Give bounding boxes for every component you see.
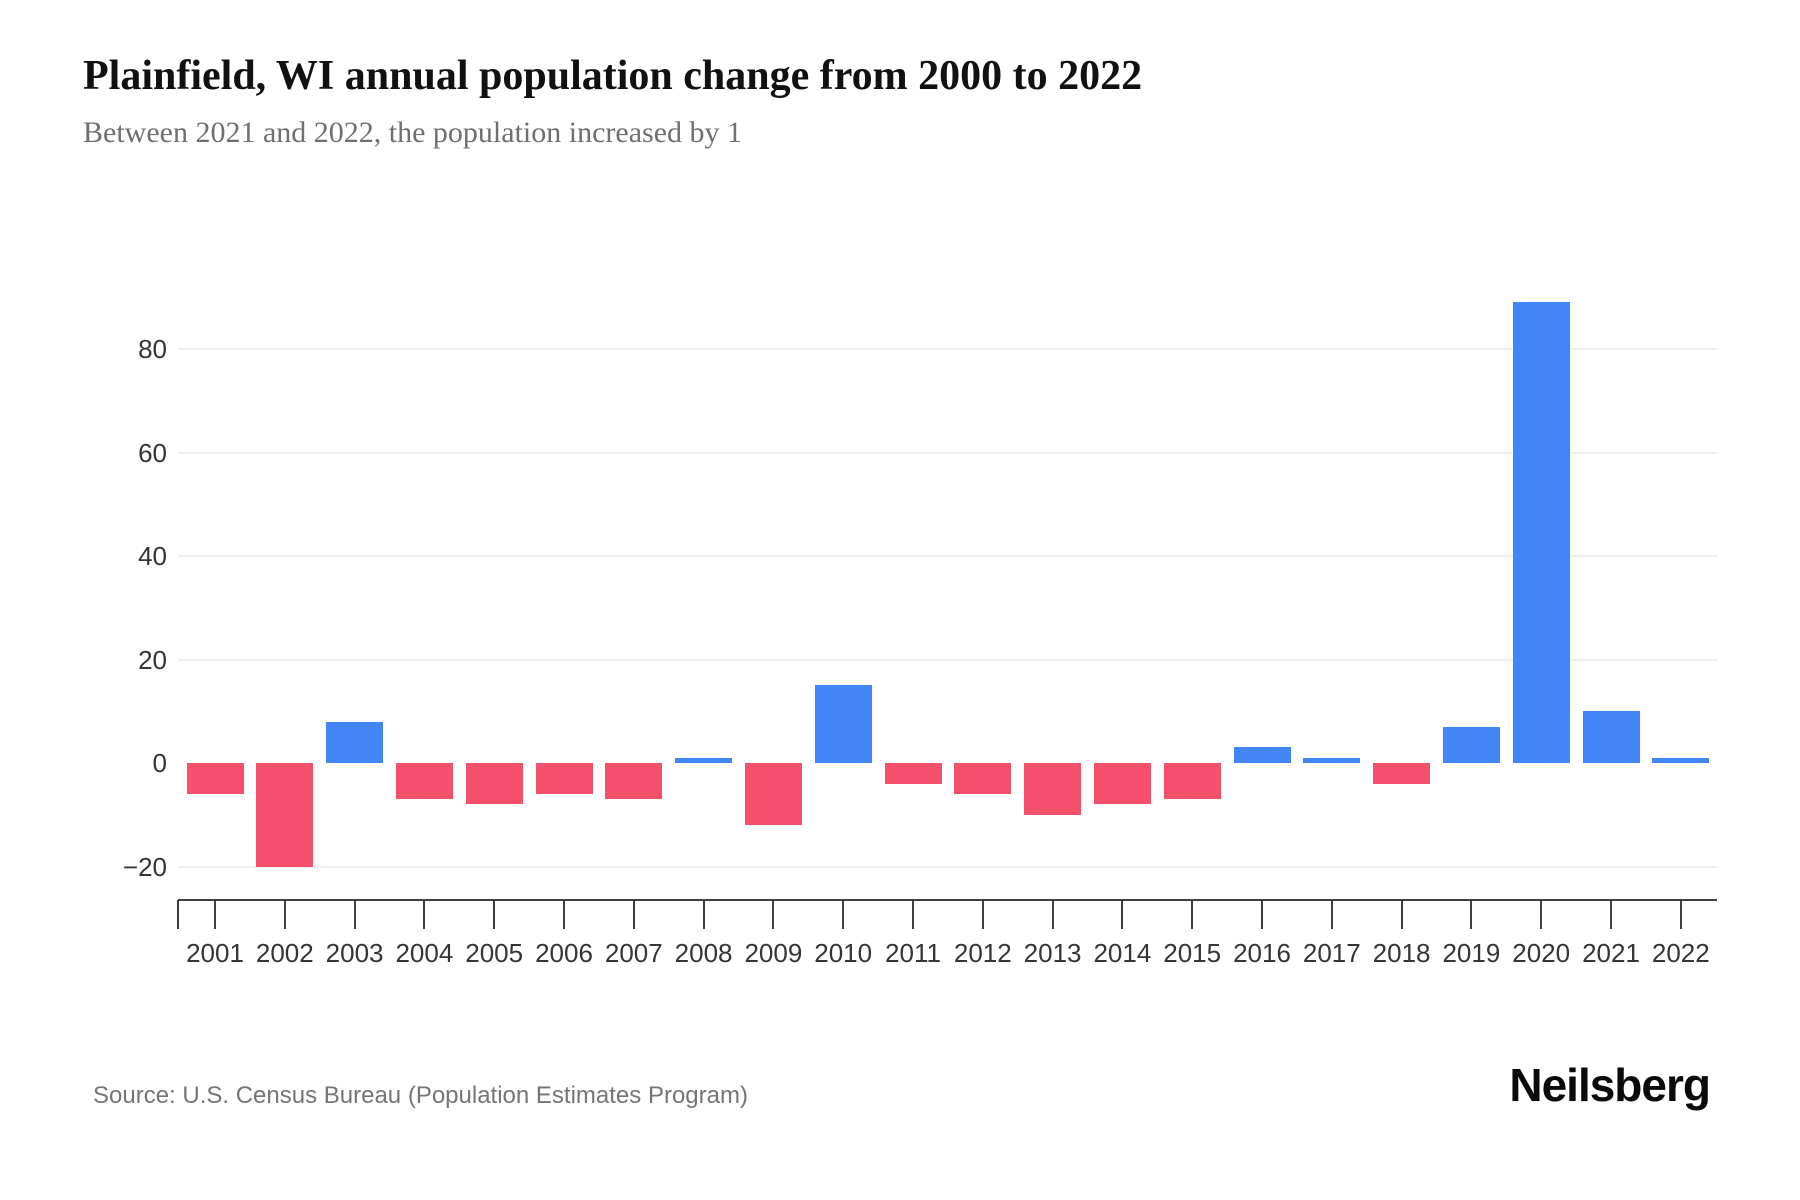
gridline-20 — [178, 658, 1717, 661]
x-tick-label-2008: 2008 — [674, 938, 733, 968]
bar-2022[interactable] — [1652, 757, 1710, 763]
x-tick-label-2017: 2017 — [1302, 938, 1361, 968]
x-tick-2011 — [912, 900, 914, 929]
y-tick-label-40: 40 — [138, 541, 167, 571]
chart-title: Plainfield, WI annual population change … — [83, 53, 1143, 99]
bar-2002[interactable] — [256, 763, 314, 867]
brand-logo: Neilsberg — [1509, 1059, 1711, 1111]
x-tick-label-2004: 2004 — [395, 938, 454, 968]
chart-subtitle: Between 2021 and 2022, the population in… — [83, 116, 743, 149]
bar-2001[interactable] — [186, 763, 244, 795]
bar-2008[interactable] — [675, 757, 733, 763]
y-tick-label-60: 60 — [138, 437, 167, 468]
x-tick-label-2013: 2013 — [1023, 938, 1082, 968]
bar-2010[interactable] — [814, 685, 872, 763]
bar-2012[interactable] — [954, 763, 1012, 795]
x-tick-2001 — [214, 900, 216, 929]
x-tick-label-2014: 2014 — [1093, 938, 1152, 968]
x-tick-2013 — [1051, 900, 1054, 929]
y-tick-label-80: 80 — [138, 334, 167, 364]
x-tick-2014 — [1121, 900, 1124, 929]
x-tick-2015 — [1191, 900, 1194, 929]
x-tick-label-2009: 2009 — [744, 938, 803, 968]
gridline-40 — [178, 555, 1717, 557]
bar-2015[interactable] — [1163, 763, 1221, 800]
x-tick-2012 — [981, 900, 984, 929]
bar-2017[interactable] — [1303, 757, 1361, 763]
y-tick-label--20: −20 — [122, 851, 167, 882]
x-tick-start — [177, 900, 179, 929]
x-tick-label-2011: 2011 — [885, 938, 941, 968]
x-tick-label-2010: 2010 — [814, 938, 873, 968]
gridline-60 — [178, 451, 1717, 454]
x-tick-label-2021: 2021 — [1582, 938, 1640, 968]
x-tick-label-2007: 2007 — [604, 938, 663, 968]
x-tick-label-2005: 2005 — [465, 938, 524, 968]
x-tick-label-2003: 2003 — [325, 938, 384, 968]
x-tick-2010 — [842, 900, 845, 929]
x-tick-label-2002: 2002 — [255, 938, 314, 968]
y-tick-label-20: 20 — [138, 644, 167, 675]
x-tick-2007 — [632, 900, 635, 929]
bar-2006[interactable] — [535, 763, 593, 795]
bar-2020[interactable] — [1512, 302, 1570, 763]
x-tick-label-2022: 2022 — [1651, 938, 1710, 968]
bar-2018[interactable] — [1373, 763, 1431, 784]
gridline--20 — [178, 865, 1717, 868]
x-tick-2022 — [1679, 900, 1682, 929]
x-tick-2009 — [772, 900, 775, 929]
x-tick-2019 — [1470, 900, 1473, 929]
x-tick-2003 — [353, 900, 356, 929]
x-tick-label-2012: 2012 — [953, 938, 1012, 968]
x-tick-label-2001: 2001 — [186, 938, 244, 968]
x-tick-2004 — [423, 900, 426, 929]
x-tick-label-2006: 2006 — [535, 938, 593, 968]
y-tick-label-0: 0 — [152, 748, 167, 778]
bar-2009[interactable] — [744, 763, 802, 826]
x-tick-2006 — [563, 900, 565, 929]
x-tick-2021 — [1610, 900, 1612, 929]
x-tick-label-2019: 2019 — [1442, 938, 1501, 968]
x-tick-label-2016: 2016 — [1233, 938, 1291, 968]
bar-2014[interactable] — [1093, 763, 1151, 805]
x-tick-2005 — [493, 900, 496, 929]
bar-2003[interactable] — [326, 721, 384, 763]
x-tick-2020 — [1540, 900, 1543, 929]
bar-2005[interactable] — [465, 763, 523, 805]
bar-2007[interactable] — [605, 763, 663, 800]
x-tick-label-2020: 2020 — [1512, 938, 1571, 968]
x-tick-label-2015: 2015 — [1163, 938, 1222, 968]
x-tick-2002 — [283, 900, 286, 929]
x-axis-line — [178, 899, 1717, 901]
bar-2004[interactable] — [395, 763, 453, 800]
bar-2016[interactable] — [1233, 747, 1291, 763]
bar-2013[interactable] — [1024, 763, 1082, 815]
x-tick-2016 — [1261, 900, 1263, 929]
bar-2019[interactable] — [1442, 726, 1500, 763]
bar-2021[interactable] — [1582, 711, 1640, 763]
x-tick-2017 — [1330, 900, 1333, 929]
x-tick-label-2018: 2018 — [1372, 938, 1431, 968]
x-tick-2018 — [1400, 900, 1403, 929]
source-text: Source: U.S. Census Bureau (Population E… — [93, 1082, 748, 1109]
bar-2011[interactable] — [884, 763, 942, 784]
x-tick-2008 — [702, 900, 705, 929]
gridline-80 — [178, 348, 1717, 350]
